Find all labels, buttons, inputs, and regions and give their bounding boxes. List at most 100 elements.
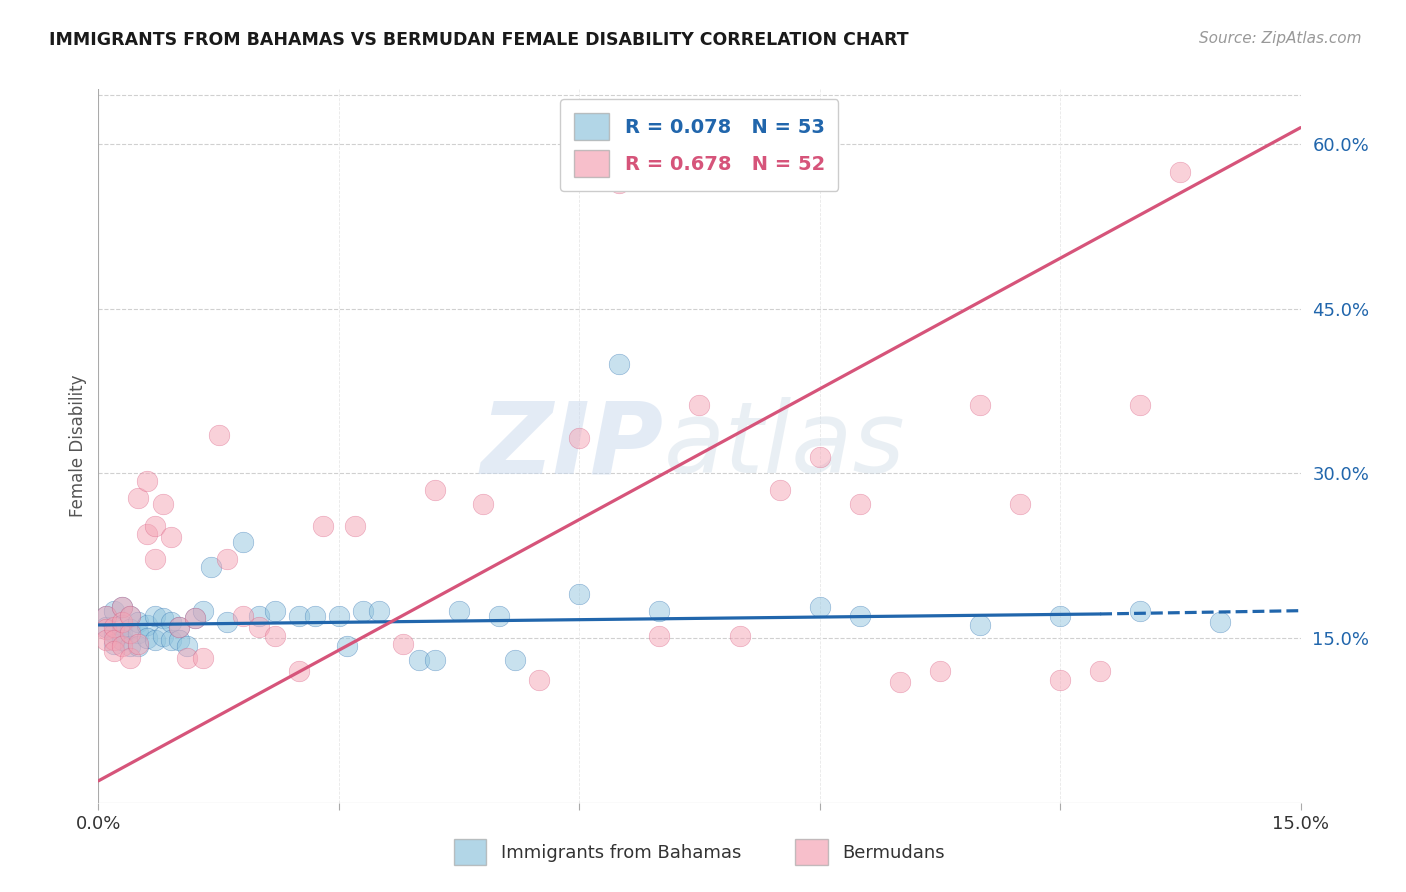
Point: [215, 615, 238, 629]
Point: [120, 625, 142, 640]
Point: [103, 604, 125, 618]
Point: [200, 559, 222, 574]
Point: [120, 639, 142, 653]
Point: [529, 673, 551, 687]
Text: atlas: atlas: [664, 398, 905, 494]
Point: [969, 618, 991, 632]
Point: [191, 651, 214, 665]
Point: [568, 587, 591, 601]
Point: [689, 398, 711, 412]
Point: [1010, 497, 1032, 511]
Point: [120, 609, 142, 624]
Point: [232, 534, 254, 549]
Point: [103, 625, 125, 640]
Point: [120, 609, 142, 624]
Point: [568, 431, 591, 445]
Point: [96, 609, 118, 624]
Point: [215, 552, 238, 566]
Point: [159, 530, 181, 544]
Point: [1129, 604, 1152, 618]
Point: [648, 629, 671, 643]
Point: [183, 611, 205, 625]
Point: [128, 615, 150, 629]
Point: [111, 600, 134, 615]
Point: [128, 625, 150, 640]
Point: [969, 398, 991, 412]
Point: [247, 620, 270, 634]
Point: [159, 615, 181, 629]
Point: [103, 637, 125, 651]
Point: [1088, 664, 1111, 678]
Point: [808, 600, 831, 615]
Point: [152, 497, 174, 511]
Point: [423, 483, 446, 497]
Point: [208, 428, 231, 442]
Point: [247, 609, 270, 624]
Point: [135, 526, 157, 541]
Point: [1170, 164, 1192, 178]
Point: [111, 639, 134, 653]
Point: [103, 644, 125, 658]
Point: [263, 629, 285, 643]
Point: [111, 633, 134, 648]
Point: [889, 675, 911, 690]
Point: [143, 519, 166, 533]
Point: [111, 618, 134, 632]
Point: [1049, 609, 1071, 624]
Point: [96, 633, 118, 648]
Point: [135, 631, 157, 645]
Point: [96, 623, 118, 637]
Text: ZIP: ZIP: [481, 398, 664, 494]
Point: [167, 620, 190, 634]
Point: [472, 497, 495, 511]
Point: [304, 609, 326, 624]
Point: [120, 651, 142, 665]
Point: [728, 629, 751, 643]
Point: [167, 620, 190, 634]
Point: [849, 609, 872, 624]
Point: [111, 625, 134, 640]
Point: [183, 611, 205, 625]
Point: [849, 497, 872, 511]
Point: [423, 653, 446, 667]
Point: [328, 609, 350, 624]
Point: [312, 519, 335, 533]
Text: IMMIGRANTS FROM BAHAMAS VS BERMUDAN FEMALE DISABILITY CORRELATION CHART: IMMIGRANTS FROM BAHAMAS VS BERMUDAN FEMA…: [49, 31, 908, 49]
Point: [609, 176, 631, 190]
Point: [408, 653, 430, 667]
Legend: Immigrants from Bahamas, Bermudans: Immigrants from Bahamas, Bermudans: [447, 832, 952, 872]
Point: [120, 623, 142, 637]
Point: [152, 611, 174, 625]
Point: [288, 609, 311, 624]
Point: [232, 609, 254, 624]
Point: [368, 604, 391, 618]
Point: [167, 633, 190, 648]
Point: [176, 639, 198, 653]
Point: [103, 633, 125, 648]
Point: [288, 664, 311, 678]
Point: [143, 552, 166, 566]
Point: [609, 357, 631, 371]
Point: [135, 618, 157, 632]
Point: [352, 604, 374, 618]
Point: [769, 483, 792, 497]
Point: [1049, 673, 1071, 687]
Point: [111, 615, 134, 629]
Point: [503, 653, 526, 667]
Point: [929, 664, 952, 678]
Text: Source: ZipAtlas.com: Source: ZipAtlas.com: [1198, 31, 1361, 46]
Point: [103, 620, 125, 634]
Point: [176, 651, 198, 665]
Point: [263, 604, 285, 618]
Point: [808, 450, 831, 464]
Point: [128, 637, 150, 651]
Point: [152, 629, 174, 643]
Point: [343, 519, 366, 533]
Y-axis label: Female Disability: Female Disability: [69, 375, 87, 517]
Point: [135, 474, 157, 488]
Point: [143, 633, 166, 648]
Point: [111, 600, 134, 615]
Point: [648, 604, 671, 618]
Point: [447, 604, 470, 618]
Point: [336, 639, 359, 653]
